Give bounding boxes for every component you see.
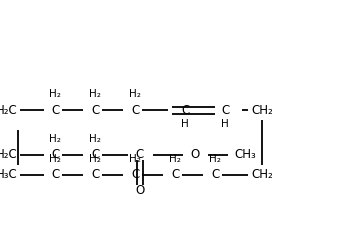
Text: O: O <box>190 148 200 161</box>
Text: CH₂: CH₂ <box>251 104 273 116</box>
Text: C: C <box>131 168 139 182</box>
Text: H: H <box>221 119 229 129</box>
Text: C: C <box>91 148 99 161</box>
Text: CH₃: CH₃ <box>234 148 256 161</box>
Text: C: C <box>51 104 59 116</box>
Text: C: C <box>51 148 59 161</box>
Text: C: C <box>181 104 189 116</box>
Text: H₂C: H₂C <box>0 104 18 116</box>
Text: H₂: H₂ <box>129 154 141 164</box>
Text: C: C <box>221 104 229 116</box>
Text: C: C <box>91 104 99 116</box>
Text: H: H <box>181 119 189 129</box>
Text: H₂: H₂ <box>129 89 141 99</box>
Text: C: C <box>136 148 144 161</box>
Text: H₂: H₂ <box>169 154 181 164</box>
Text: C: C <box>171 168 179 182</box>
Text: C: C <box>131 104 139 116</box>
Text: C: C <box>91 168 99 182</box>
Text: H₂: H₂ <box>49 154 61 164</box>
Text: H₂: H₂ <box>89 154 101 164</box>
Text: O: O <box>135 183 144 197</box>
Text: H₂: H₂ <box>49 134 61 144</box>
Text: C: C <box>211 168 219 182</box>
Text: H₂: H₂ <box>89 134 101 144</box>
Text: H₂: H₂ <box>49 89 61 99</box>
Text: C: C <box>51 168 59 182</box>
Text: H₂: H₂ <box>209 154 221 164</box>
Text: H₂: H₂ <box>89 89 101 99</box>
Text: CH₂: CH₂ <box>251 168 273 182</box>
Text: H₃C: H₃C <box>0 168 18 182</box>
Text: H₂C: H₂C <box>0 148 18 161</box>
